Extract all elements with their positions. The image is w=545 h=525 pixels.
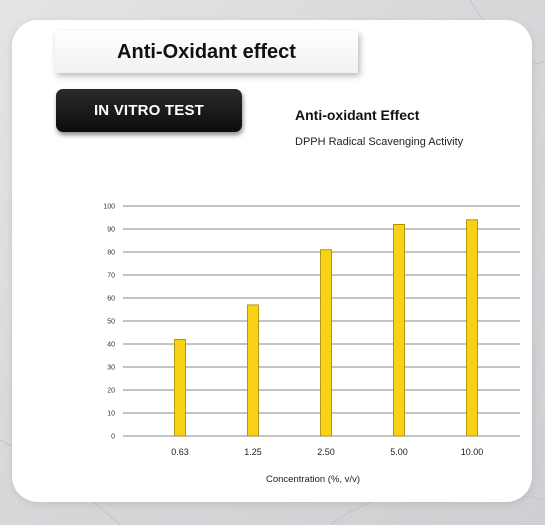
chart-subtitle: DPPH Radical Scavenging Activity xyxy=(295,136,464,148)
y-tick-label: 100 xyxy=(103,204,115,211)
x-axis-label: Concentration (%, v/v) xyxy=(266,474,360,485)
x-tick-label: 2.50 xyxy=(317,447,335,457)
bar-10.00 xyxy=(466,219,478,437)
y-tick-label: 40 xyxy=(107,342,115,349)
y-tick-label: 70 xyxy=(107,273,115,280)
x-tick-label: 1.25 xyxy=(244,447,262,457)
x-tick-label: 0.63 xyxy=(171,447,189,457)
y-tick-label: 30 xyxy=(107,365,115,372)
in-vitro-test-button[interactable]: IN VITRO TEST xyxy=(56,89,242,132)
bar-0.63 xyxy=(174,338,186,437)
y-tick-label: 60 xyxy=(107,296,115,303)
y-axis-tick-labels: 0 10 20 30 40 50 60 70 80 90 100 xyxy=(103,204,115,441)
y-tick-label: 0 xyxy=(111,434,115,441)
y-tick-label: 20 xyxy=(107,388,115,395)
y-tick-label: 80 xyxy=(107,250,115,257)
x-tick-label: 10.00 xyxy=(461,447,484,457)
page-title: Anti-Oxidant effect xyxy=(55,31,358,73)
y-tick-label: 10 xyxy=(107,411,115,418)
y-tick-label: 50 xyxy=(107,319,115,326)
bar-5.00 xyxy=(393,223,405,437)
chart-bars xyxy=(174,219,478,437)
x-tick-label: 5.00 xyxy=(390,447,408,457)
bar-2.50 xyxy=(320,249,332,437)
page-title-text: Anti-Oxidant effect xyxy=(117,40,296,63)
x-axis-tick-labels: 0.63 1.25 2.50 5.00 10.00 xyxy=(171,447,483,457)
chart-title: Anti-oxidant Effect xyxy=(295,107,420,123)
bar-1.25 xyxy=(247,304,259,437)
in-vitro-test-label: IN VITRO TEST xyxy=(93,102,205,119)
y-tick-label: 90 xyxy=(107,227,115,234)
